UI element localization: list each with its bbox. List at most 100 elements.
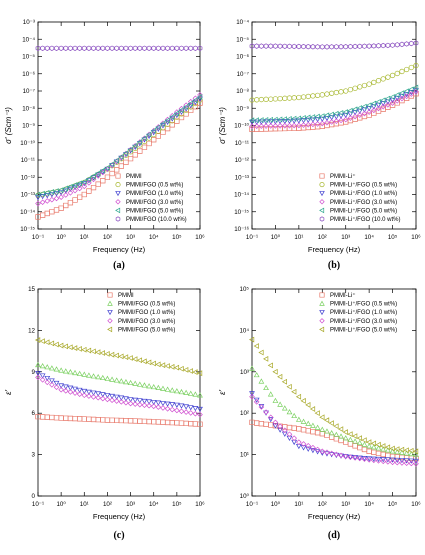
data-point bbox=[178, 403, 185, 409]
data-point bbox=[123, 159, 129, 166]
data-point bbox=[95, 349, 101, 356]
legend-marker bbox=[107, 326, 113, 333]
legend-label: PMMI-Li⁺/FGO (0.5 wt%) bbox=[330, 182, 397, 189]
data-point bbox=[67, 190, 74, 196]
data-point bbox=[90, 184, 97, 191]
data-point bbox=[44, 198, 51, 204]
x-tick-label: 10⁴ bbox=[364, 234, 374, 241]
data-point bbox=[58, 367, 65, 373]
data-point bbox=[188, 45, 194, 51]
data-point bbox=[160, 419, 166, 425]
data-point bbox=[44, 210, 50, 217]
data-point bbox=[314, 92, 321, 98]
data-point bbox=[268, 422, 274, 428]
chart-legend: PMMI PMMI/FGO (0.5 wt%) PMMI/FGO (1.0 wt%)… bbox=[107, 292, 175, 333]
y-axis-label: σ' (Scm⁻¹) bbox=[4, 107, 13, 144]
data-point bbox=[76, 180, 82, 187]
data-point bbox=[328, 119, 335, 125]
data-point bbox=[347, 117, 354, 124]
x-tick-label: 10¹ bbox=[294, 501, 303, 508]
data-point bbox=[380, 103, 386, 110]
x-tick-label: 10⁵ bbox=[388, 501, 398, 508]
data-point bbox=[132, 397, 139, 403]
data-point bbox=[67, 344, 73, 351]
data-point bbox=[361, 441, 368, 447]
data-point bbox=[72, 197, 78, 203]
data-point bbox=[296, 439, 302, 445]
y-tick-label: 10⁰ bbox=[240, 493, 250, 500]
data-point bbox=[319, 450, 326, 456]
data-point bbox=[412, 84, 419, 91]
data-point bbox=[91, 45, 96, 51]
data-point bbox=[394, 446, 400, 452]
data-point bbox=[155, 404, 162, 410]
x-tick-label: 10² bbox=[103, 234, 112, 241]
data-point bbox=[305, 117, 312, 124]
data-point bbox=[258, 96, 265, 103]
data-point bbox=[77, 194, 83, 200]
data-point bbox=[114, 417, 120, 424]
data-point bbox=[62, 185, 68, 192]
data-point bbox=[375, 445, 382, 451]
data-point bbox=[63, 202, 69, 209]
legend-label: PMMI-Li⁺/FGO (5.0 wt%) bbox=[330, 326, 397, 333]
data-point bbox=[178, 420, 185, 426]
legend-marker bbox=[107, 292, 113, 298]
data-point bbox=[328, 450, 335, 457]
data-point bbox=[329, 121, 335, 128]
data-point bbox=[338, 109, 344, 116]
chart-legend: PMMI-Li⁺PMMI-Li⁺/FGO (0.5 wt%)PMMI-Li⁺/F… bbox=[319, 173, 401, 223]
data-point bbox=[385, 42, 391, 49]
data-point bbox=[150, 127, 156, 134]
x-tick-label: 10⁻¹ bbox=[246, 501, 258, 508]
data-point bbox=[399, 95, 405, 102]
data-point bbox=[137, 401, 143, 408]
legend-marker bbox=[107, 318, 113, 324]
x-tick-label: 10¹ bbox=[80, 234, 89, 241]
data-point bbox=[72, 390, 78, 396]
y-tick-label: 10⁻⁷ bbox=[23, 88, 35, 95]
data-point bbox=[300, 94, 307, 100]
data-point bbox=[389, 457, 396, 463]
data-point bbox=[273, 43, 278, 49]
data-point bbox=[277, 427, 284, 433]
legend-marker bbox=[319, 300, 325, 306]
data-point bbox=[169, 387, 176, 393]
legend-label: PMMI-Li⁺/FGO (1.0 wt%) bbox=[330, 309, 397, 316]
data-point bbox=[169, 406, 176, 413]
data-point bbox=[48, 340, 55, 347]
data-point bbox=[187, 405, 194, 411]
data-point bbox=[338, 426, 344, 432]
chart-panel: 10⁻¹ 10⁰ 10¹ 10² 10³ 10⁴ 10⁵ 10⁶ 0 3 6 9 12 15 Frequen… bbox=[4, 286, 205, 541]
data-point bbox=[375, 456, 382, 463]
data-point bbox=[333, 451, 340, 458]
data-point bbox=[314, 121, 321, 127]
data-point bbox=[49, 381, 55, 388]
legend-label: PMMI-Li⁺/FGO (5.0 wt%) bbox=[330, 207, 397, 214]
data-point bbox=[174, 45, 180, 51]
data-point bbox=[343, 439, 349, 445]
data-point bbox=[127, 155, 134, 162]
data-point bbox=[174, 420, 180, 426]
data-point bbox=[356, 435, 362, 442]
data-point bbox=[63, 415, 69, 421]
data-point bbox=[141, 135, 147, 142]
data-point bbox=[389, 94, 395, 100]
legend-label: PMMI/FGO (10.0 wt%) bbox=[126, 217, 187, 223]
data-point bbox=[394, 100, 400, 106]
data-point bbox=[72, 45, 78, 51]
data-point bbox=[356, 112, 363, 118]
data-point bbox=[127, 146, 133, 153]
x-axis-label: Frequency (Hz) bbox=[308, 245, 361, 254]
data-point bbox=[356, 439, 363, 446]
data-point bbox=[324, 449, 330, 456]
data-point bbox=[300, 397, 306, 404]
y-tick-label: 10⁻⁸ bbox=[22, 105, 35, 112]
data-point bbox=[63, 45, 69, 51]
data-point bbox=[258, 378, 265, 384]
data-point bbox=[333, 118, 340, 124]
data-point bbox=[90, 390, 97, 396]
x-tick-label: 10² bbox=[318, 234, 327, 241]
data-point bbox=[380, 458, 386, 465]
data-point bbox=[333, 110, 339, 117]
